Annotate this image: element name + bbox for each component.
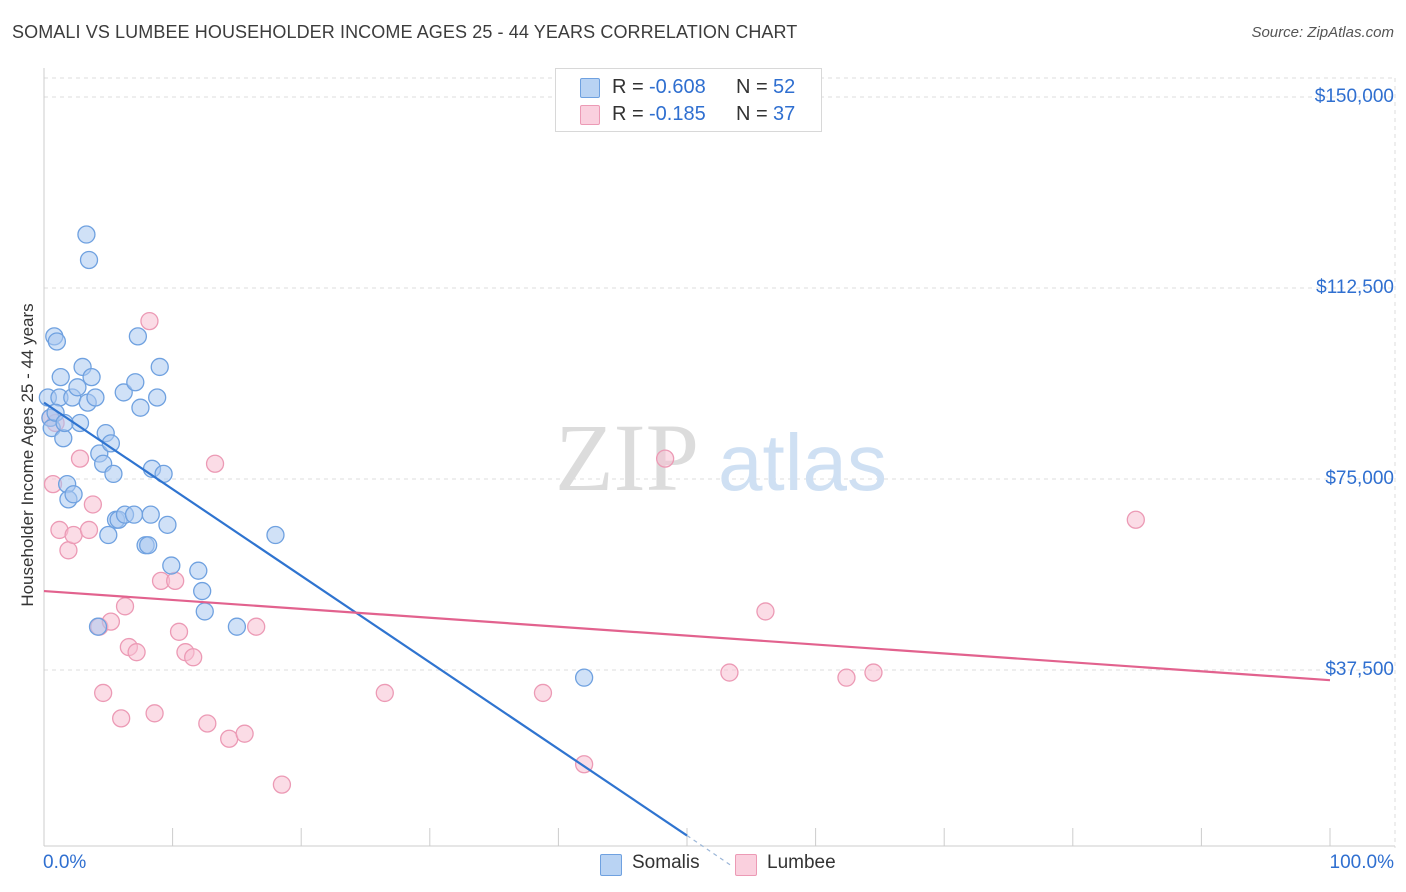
lumbee-trend-line	[43, 589, 1331, 682]
somalis-point	[126, 373, 145, 392]
correlation-legend: R = -0.608 N = 52 R = -0.185 N = 37	[555, 68, 822, 132]
somalis-point	[131, 398, 150, 417]
somalis-point	[139, 536, 158, 555]
chart-title: SOMALI VS LUMBEE HOUSEHOLDER INCOME AGES…	[12, 22, 798, 42]
somalis-point	[82, 367, 101, 387]
watermark-zip: ZIP	[555, 404, 699, 511]
lumbee-point	[112, 709, 131, 728]
lumbee-point	[145, 704, 164, 723]
lumbee-point	[205, 454, 225, 473]
somalis-point	[158, 515, 177, 534]
somalis-trend-line	[43, 401, 688, 837]
lumbee-point	[94, 683, 113, 703]
x-tick-label: 0.0%	[43, 852, 87, 873]
somalis-point	[162, 556, 181, 575]
somalis-point	[189, 561, 208, 580]
lumbee-point	[169, 622, 189, 641]
lumbee-point	[756, 602, 775, 621]
somalis-point	[68, 378, 87, 397]
lumbee-point	[166, 571, 185, 591]
x-tick-label: 100.0%	[1329, 852, 1394, 873]
lumbee-point	[115, 597, 135, 616]
lumbee-point	[533, 683, 553, 703]
legend-r-value: -0.185	[649, 103, 706, 125]
lumbee-point	[220, 729, 239, 748]
legend-row-lumbee: R = -0.185 N = 37	[556, 101, 821, 127]
legend-n-label: N =	[736, 76, 768, 98]
somalis-point	[128, 327, 148, 346]
somalis-point	[266, 525, 285, 545]
legend-swatch-lumbee	[580, 105, 600, 125]
somalis-point	[124, 505, 144, 524]
somalis-point	[150, 357, 169, 377]
source-credit: Source: ZipAtlas.com	[1251, 24, 1394, 41]
y-tick-label: $37,500	[1325, 659, 1394, 680]
lumbee-point	[198, 714, 217, 733]
lumbee-point	[79, 520, 99, 540]
bottom-legend-swatch-lumbee	[735, 854, 757, 876]
somalis-point	[77, 225, 96, 244]
somalis-point	[86, 388, 105, 407]
bottom-legend-swatch-somalis	[600, 854, 622, 876]
bottom-legend-label: Lumbee	[767, 852, 836, 873]
somalis-point	[193, 581, 212, 601]
somalis-point	[195, 602, 214, 621]
somalis-point	[64, 485, 83, 504]
somalis-point	[101, 434, 121, 453]
legend-swatch-somalis	[580, 78, 600, 98]
lumbee-point	[272, 775, 292, 794]
lumbee-point	[235, 724, 254, 743]
lumbee-point	[375, 683, 394, 703]
lumbee-point	[140, 311, 159, 331]
y-tick-label: $112,500	[1316, 277, 1394, 298]
somalis-point	[54, 429, 73, 448]
somalis-point	[104, 464, 123, 484]
y-tick-label: $75,000	[1325, 468, 1394, 489]
lumbee-point	[655, 449, 675, 468]
lumbee-point	[1126, 510, 1145, 529]
bottom-legend-label: Somalis	[632, 852, 700, 873]
lumbee-point	[720, 663, 739, 682]
somalis-point	[141, 505, 160, 524]
lumbee-point	[70, 449, 90, 468]
somalis-point	[88, 617, 108, 636]
somalis-trend-extension	[686, 835, 733, 867]
legend-n-label: N =	[736, 103, 768, 125]
lumbee-point	[83, 495, 103, 514]
lumbee-point	[127, 643, 146, 662]
legend-r-label: R =	[612, 103, 644, 125]
somalis-point	[148, 388, 167, 407]
somalis-point	[99, 525, 118, 545]
somalis-point	[51, 367, 70, 387]
lumbee-point	[184, 648, 203, 667]
legend-r-value: -0.608	[649, 76, 706, 98]
somalis-point	[227, 617, 247, 636]
somalis-point	[79, 250, 99, 270]
lumbee-point	[837, 668, 856, 687]
somalis-point	[114, 383, 133, 402]
legend-n-value: 52	[773, 76, 796, 98]
legend-row-somalis: R = -0.608 N = 52	[556, 74, 821, 100]
lumbee-point	[64, 525, 83, 545]
lumbee-point	[59, 541, 78, 560]
somalis-point	[574, 668, 594, 687]
lumbee-point	[247, 617, 266, 636]
somalis-point	[47, 332, 67, 351]
lumbee-point	[864, 663, 883, 682]
legend-r-label: R =	[612, 76, 644, 98]
watermark-atlas: atlas	[718, 418, 887, 507]
legend-n-value: 37	[773, 103, 796, 125]
y-tick-label: $150,000	[1314, 86, 1394, 107]
